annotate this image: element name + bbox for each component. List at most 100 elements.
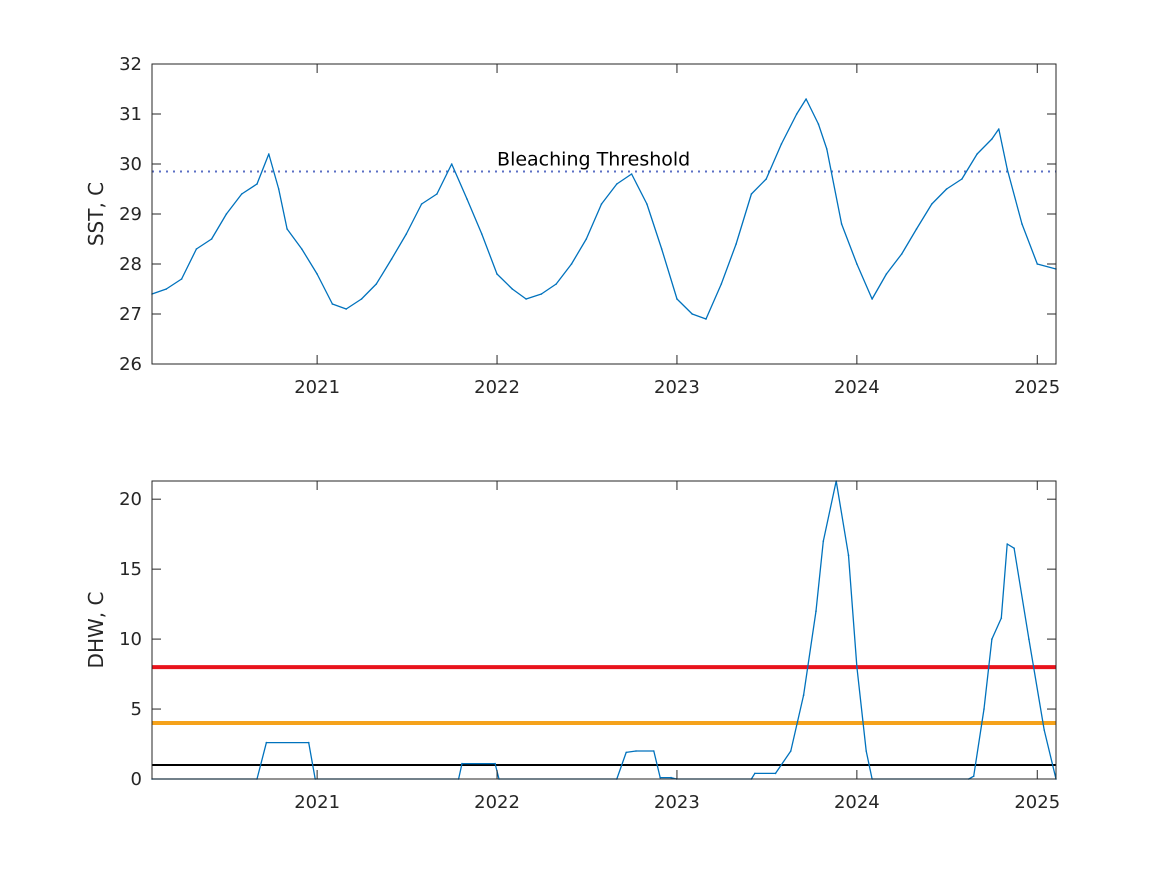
data-point (616, 183, 618, 185)
data-point (998, 128, 1000, 130)
data-point (461, 762, 463, 765)
x-tick-label: 2022 (474, 792, 520, 813)
data-point (1043, 729, 1045, 731)
data-point (1013, 547, 1015, 549)
data-point (405, 233, 408, 235)
data-point (840, 223, 843, 225)
data-point (815, 610, 817, 612)
y-tick-label: 10 (119, 629, 142, 650)
data-point (630, 173, 633, 175)
data-point (316, 273, 318, 275)
data-point (822, 540, 825, 542)
data-point (691, 313, 693, 315)
data-point (225, 213, 228, 215)
data-point (900, 253, 903, 255)
data-point (450, 163, 453, 165)
data-point (635, 750, 637, 752)
data-point (826, 148, 828, 150)
data-point (307, 741, 310, 744)
data-point (817, 123, 820, 125)
axes-box (151, 480, 1057, 780)
data-point (331, 303, 334, 305)
data-point (774, 772, 777, 775)
data-point (720, 283, 723, 285)
data-point (653, 750, 655, 752)
data-point (277, 188, 280, 190)
sst-plot: Bleaching Threshold 26 27 28 29 30 31 32 2021 202… (84, 54, 1060, 398)
data-point (466, 198, 468, 200)
data-point (555, 283, 557, 285)
data-point (301, 248, 303, 250)
y-tick-label: 26 (119, 354, 142, 375)
data-point (660, 248, 663, 250)
y-tick-label: 29 (119, 204, 142, 225)
data-point (1021, 223, 1023, 225)
y-tick-label: 5 (131, 699, 142, 720)
data-point (420, 203, 423, 205)
dhw-plot: 0 5 10 15 20 2021 2022 2023 2024 2025 DHW, C (84, 480, 1060, 813)
data-point (525, 298, 527, 300)
y-axis-label: DHW, C (84, 592, 108, 669)
data-point (780, 143, 783, 145)
data-point (983, 708, 985, 710)
data-point (390, 258, 393, 260)
data-point (240, 193, 243, 195)
y-tick-label: 32 (119, 54, 142, 75)
data-point (268, 153, 270, 155)
data-point (795, 113, 798, 115)
data-point (436, 193, 438, 195)
data-point (750, 193, 753, 195)
y-tick-label: 0 (131, 769, 142, 790)
data-point (265, 741, 268, 744)
x-tick-label: 2023 (654, 377, 700, 398)
data-point (345, 308, 348, 310)
data-point (735, 243, 737, 245)
data-point (1000, 617, 1003, 619)
data-point (805, 98, 807, 100)
data-point (765, 178, 767, 180)
data-point (676, 298, 678, 300)
data-point (494, 762, 496, 765)
data-point (481, 233, 483, 235)
data-point (210, 238, 213, 240)
x-tick-label: 2024 (834, 377, 880, 398)
data-point (856, 263, 858, 265)
data-point (180, 278, 183, 280)
x-tick-label: 2025 (1014, 377, 1060, 398)
data-point (375, 283, 378, 285)
data-point (802, 694, 805, 696)
data-point (659, 776, 661, 779)
plot-area (152, 481, 1056, 779)
x-tick-label: 2021 (294, 792, 340, 813)
y-tick-label: 15 (119, 559, 142, 580)
data-point (871, 298, 873, 300)
data-point (991, 638, 993, 640)
data-point (511, 288, 514, 290)
data-point (754, 772, 756, 775)
data-point (256, 183, 258, 185)
data-point (991, 138, 993, 140)
data-point (670, 776, 672, 779)
x-tick-label: 2024 (834, 792, 880, 813)
data-point (972, 775, 975, 777)
x-tick-label: 2021 (294, 377, 340, 398)
data-point (540, 293, 543, 295)
y-tick-label: 30 (119, 154, 142, 175)
data-point (790, 750, 792, 752)
data-point (931, 203, 933, 205)
data-point (961, 178, 963, 180)
y-tick-label: 20 (119, 489, 142, 510)
data-point (945, 188, 948, 190)
data-point (195, 248, 198, 250)
y-axis-label: SST, C (84, 182, 108, 246)
bleaching-threshold-label: Bleaching Threshold (497, 149, 690, 171)
y-tick-label: 27 (119, 304, 142, 325)
data-point (585, 238, 588, 240)
data-point (1028, 638, 1030, 640)
series-line (152, 480, 1057, 780)
data-point (646, 203, 648, 205)
x-tick-label: 2025 (1014, 792, 1060, 813)
data-point (885, 273, 888, 275)
data-point (286, 228, 288, 230)
